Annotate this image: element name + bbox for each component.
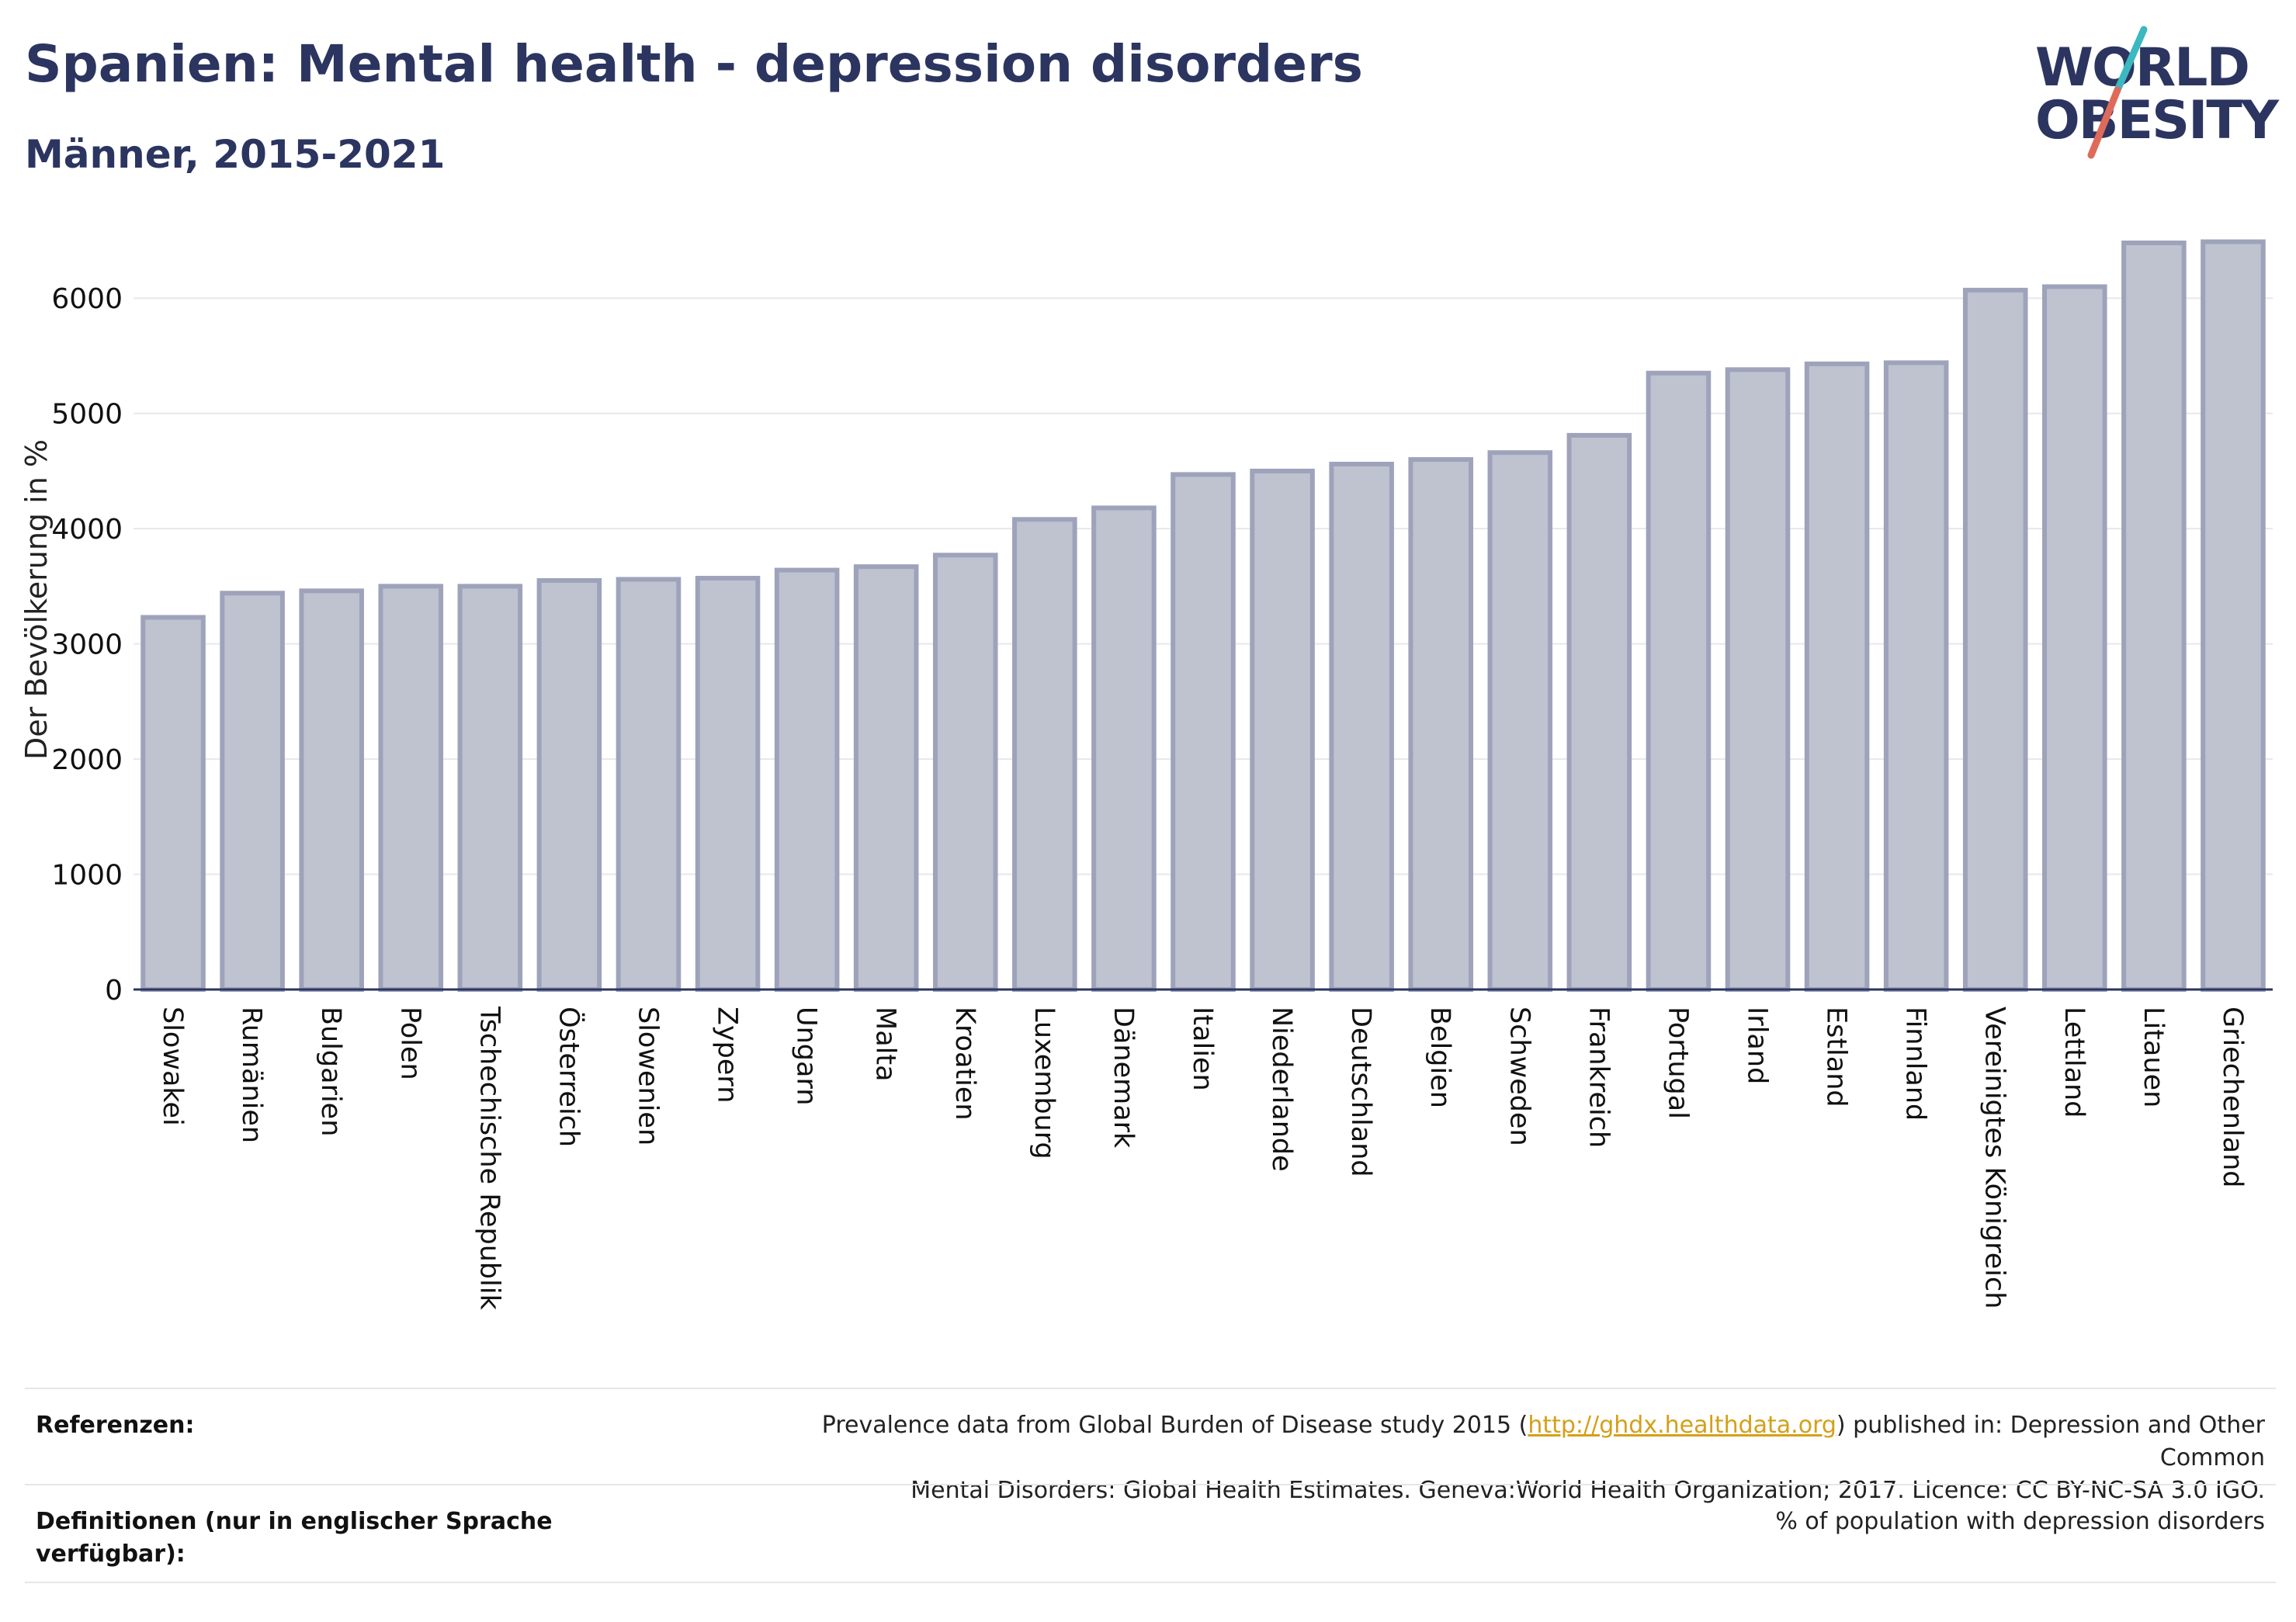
y-axis-label: Der Bevölkerung in % <box>19 439 54 760</box>
x-tick-label: Belgien <box>1424 1007 1455 1108</box>
x-tick-label: Frankreich <box>1583 1007 1614 1148</box>
references-pre: Prevalence data from Global Burden of Di… <box>821 1412 1528 1439</box>
x-tick-label: Deutschland <box>1345 1007 1376 1177</box>
x-tick-label: Polen <box>394 1007 425 1080</box>
bar <box>1250 468 1315 992</box>
references-text: Prevalence data from Global Burden of Di… <box>713 1409 2265 1507</box>
bar <box>378 584 444 992</box>
x-tick-label: Estland <box>1821 1007 1852 1107</box>
x-tick-label: Portugal <box>1662 1007 1693 1119</box>
y-tick-label: 3000 <box>51 629 123 661</box>
logo-word-obesity: OBESITY <box>2035 90 2279 151</box>
x-tick-label: Luxemburg <box>1028 1007 1060 1159</box>
y-tick-label: 2000 <box>51 744 123 776</box>
bar <box>1329 462 1394 992</box>
world-obesity-logo: WORLD OBESITY <box>2026 23 2282 167</box>
bar <box>616 577 682 992</box>
logo-word-world: WORLD <box>2035 37 2250 99</box>
x-tick-label: Kroatien <box>949 1007 980 1121</box>
bar <box>774 567 840 993</box>
bar <box>1725 367 1791 992</box>
y-tick-label: 0 <box>105 975 123 1007</box>
x-tick-label: Malta <box>870 1007 901 1082</box>
references-row: Referenzen: Prevalence data from Global … <box>25 1388 2276 1504</box>
bar <box>1408 457 1474 993</box>
references-post: ) published in: Depression and Other Com… <box>1836 1412 2265 1471</box>
bar <box>220 591 285 992</box>
bar <box>1091 505 1157 992</box>
y-axis-ticks: 0 1000 2000 3000 4000 5000 6000 <box>51 283 123 1007</box>
x-tick-label: Zypern <box>712 1007 743 1103</box>
bar <box>2042 284 2107 992</box>
x-tick-label: Bulgarien <box>315 1007 346 1136</box>
bar <box>1012 517 1077 992</box>
x-tick-label: Rumänien <box>236 1007 267 1143</box>
bar-chart: 0 1000 2000 3000 4000 5000 6000 Slowakei Rumäni… <box>19 239 2273 1311</box>
bar <box>1171 472 1236 992</box>
y-tick-label: 6000 <box>51 283 123 315</box>
x-tick-label: Dänemark <box>1108 1007 1139 1149</box>
y-tick-label: 4000 <box>51 514 123 546</box>
x-tick-label: Italien <box>1187 1007 1218 1091</box>
x-tick-label: Slowakei <box>157 1007 188 1126</box>
bar <box>457 584 523 992</box>
x-tick-label: Finnland <box>1900 1007 1931 1121</box>
references-label: Referenzen: <box>36 1412 195 1439</box>
bars <box>140 239 2266 993</box>
x-tick-label: Ungarn <box>791 1007 822 1105</box>
x-tick-label: Litauen <box>2138 1007 2169 1107</box>
definitions-label-line2: verfügbar): <box>36 1541 186 1568</box>
definitions-label-line1: Definitionen (nur in englischer Sprache <box>36 1508 553 1535</box>
logo-slash-icon <box>2087 26 2148 159</box>
definitions-row: Definitionen (nur in englischer Sprache … <box>25 1484 2276 1583</box>
x-tick-label: Irland <box>1742 1007 1773 1084</box>
x-tick-label: Tschechische Republik <box>473 1006 505 1311</box>
bar <box>140 615 206 992</box>
bar <box>2201 239 2266 992</box>
bar <box>932 553 998 992</box>
bar <box>299 588 364 993</box>
x-tick-label: Vereinigtes Königreich <box>1979 1007 2010 1308</box>
references-line2: Mental Disorders: Global Health Estimate… <box>910 1477 2265 1504</box>
y-tick-label: 5000 <box>51 399 123 431</box>
bar <box>1883 360 1949 993</box>
bar <box>1646 370 1712 992</box>
chart-title: Spanien: Mental health - depression diso… <box>25 34 1363 94</box>
bar <box>1804 361 1870 993</box>
definitions-value: % of population with depression disorder… <box>1775 1508 2265 1535</box>
x-axis-ticks: Slowakei Rumänien Bulgarien Polen Tschechisc… <box>157 1006 2248 1311</box>
x-tick-label: Griechenland <box>2217 1007 2248 1187</box>
chart-subtitle: Männer, 2015-2021 <box>25 132 446 177</box>
bar <box>1962 287 2028 993</box>
y-tick-label: 1000 <box>51 860 123 892</box>
bar <box>1487 450 1553 992</box>
x-tick-label: Lettland <box>2058 1007 2090 1118</box>
bar <box>695 575 761 992</box>
bar <box>853 564 919 992</box>
x-tick-label: Österreich <box>553 1007 585 1147</box>
x-tick-label: Schweden <box>1503 1007 1535 1146</box>
references-link[interactable]: http://ghdx.healthdata.org <box>1528 1412 1836 1439</box>
bar <box>1566 432 1632 992</box>
bar <box>2121 240 2187 992</box>
definitions-label: Definitionen (nur in englischer Sprache … <box>36 1506 579 1571</box>
x-tick-label: Slowenien <box>632 1007 663 1145</box>
x-tick-label: Niederlande <box>1266 1007 1297 1172</box>
bar <box>536 577 602 992</box>
